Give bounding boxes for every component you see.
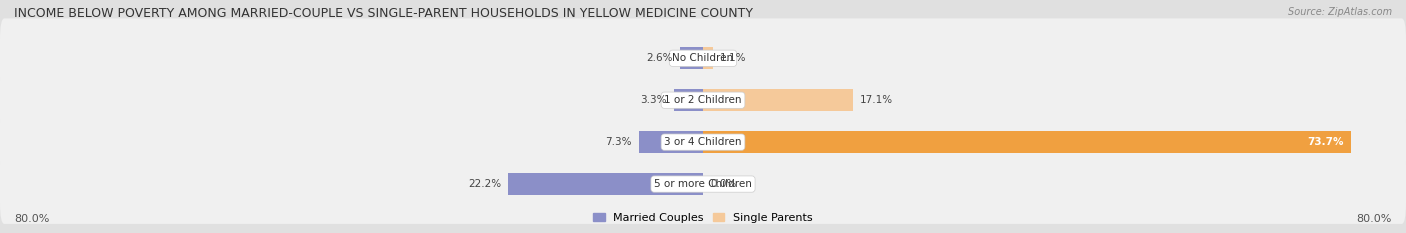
Text: 3 or 4 Children: 3 or 4 Children (664, 137, 742, 147)
FancyBboxPatch shape (0, 102, 1406, 182)
Text: 0.0%: 0.0% (710, 179, 737, 189)
Text: 17.1%: 17.1% (860, 95, 893, 105)
Bar (703, 131, 1351, 153)
Bar (681, 47, 703, 69)
Text: Source: ZipAtlas.com: Source: ZipAtlas.com (1288, 7, 1392, 17)
Text: 22.2%: 22.2% (468, 179, 501, 189)
Bar (508, 173, 703, 195)
Bar (703, 89, 853, 111)
Text: 2.6%: 2.6% (647, 53, 673, 63)
Text: 3.3%: 3.3% (641, 95, 666, 105)
Bar (673, 89, 703, 111)
FancyBboxPatch shape (0, 144, 1406, 224)
Text: 80.0%: 80.0% (1357, 214, 1392, 224)
Bar (703, 47, 713, 69)
Text: 1.1%: 1.1% (720, 53, 747, 63)
Legend: Married Couples, Single Parents: Married Couples, Single Parents (589, 209, 817, 227)
Text: 1 or 2 Children: 1 or 2 Children (664, 95, 742, 105)
Text: No Children: No Children (672, 53, 734, 63)
Text: 73.7%: 73.7% (1308, 137, 1344, 147)
Text: 7.3%: 7.3% (606, 137, 631, 147)
Bar (638, 131, 703, 153)
FancyBboxPatch shape (0, 60, 1406, 140)
Text: 80.0%: 80.0% (14, 214, 49, 224)
FancyBboxPatch shape (0, 18, 1406, 98)
Text: 5 or more Children: 5 or more Children (654, 179, 752, 189)
Text: INCOME BELOW POVERTY AMONG MARRIED-COUPLE VS SINGLE-PARENT HOUSEHOLDS IN YELLOW : INCOME BELOW POVERTY AMONG MARRIED-COUPL… (14, 7, 754, 20)
